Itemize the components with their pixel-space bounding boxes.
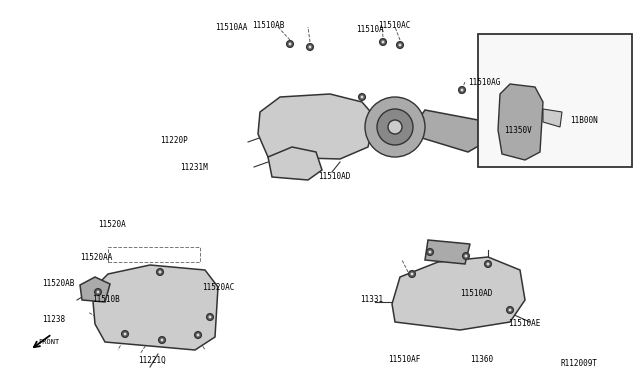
Circle shape — [207, 314, 214, 321]
Circle shape — [381, 40, 385, 44]
Circle shape — [464, 254, 468, 258]
Circle shape — [397, 42, 403, 48]
Circle shape — [398, 43, 402, 47]
Circle shape — [307, 44, 314, 51]
Circle shape — [458, 87, 465, 93]
Circle shape — [408, 270, 415, 278]
Text: 11231M: 11231M — [180, 163, 208, 171]
Text: 11331: 11331 — [360, 295, 383, 305]
Polygon shape — [425, 240, 470, 264]
Circle shape — [358, 93, 365, 100]
Text: 11510B: 11510B — [92, 295, 120, 305]
Circle shape — [428, 250, 432, 254]
Circle shape — [365, 97, 425, 157]
Bar — [478, 34, 632, 167]
Polygon shape — [92, 265, 218, 350]
Circle shape — [288, 42, 292, 46]
Circle shape — [360, 95, 364, 99]
Text: 11510AF: 11510AF — [388, 356, 420, 365]
Text: 11510A: 11510A — [356, 25, 384, 33]
Text: 11350V: 11350V — [504, 125, 532, 135]
Text: 11221Q: 11221Q — [138, 356, 166, 365]
Text: 11220P: 11220P — [160, 135, 188, 144]
Circle shape — [508, 308, 512, 312]
Polygon shape — [392, 257, 525, 330]
Circle shape — [123, 332, 127, 336]
Circle shape — [460, 88, 464, 92]
Text: FRONT: FRONT — [38, 339, 60, 345]
Circle shape — [380, 38, 387, 45]
Circle shape — [426, 248, 433, 256]
Text: 11238: 11238 — [42, 315, 65, 324]
Circle shape — [308, 45, 312, 49]
Circle shape — [484, 260, 492, 267]
Text: 11510AA: 11510AA — [215, 22, 248, 32]
Circle shape — [159, 337, 166, 343]
Circle shape — [388, 120, 402, 134]
Text: 11510AD: 11510AD — [318, 171, 350, 180]
Circle shape — [196, 333, 200, 337]
Circle shape — [486, 262, 490, 266]
Text: 11510AG: 11510AG — [468, 77, 500, 87]
Circle shape — [158, 270, 162, 274]
Text: 11520A: 11520A — [98, 219, 125, 228]
Polygon shape — [80, 277, 110, 302]
Text: 11510AE: 11510AE — [508, 320, 540, 328]
Text: 11510AB: 11510AB — [252, 20, 284, 29]
Polygon shape — [258, 94, 375, 159]
Circle shape — [463, 253, 470, 260]
Circle shape — [122, 330, 129, 337]
Circle shape — [208, 315, 212, 319]
Text: 11360: 11360 — [470, 356, 493, 365]
Polygon shape — [268, 147, 322, 180]
Polygon shape — [418, 110, 482, 152]
Circle shape — [157, 269, 163, 276]
Circle shape — [96, 290, 100, 294]
Text: 11520AC: 11520AC — [202, 283, 234, 292]
Text: 11510AC: 11510AC — [378, 20, 410, 29]
Text: 11510AD: 11510AD — [460, 289, 492, 298]
Text: 11520AB: 11520AB — [42, 279, 74, 289]
Circle shape — [506, 307, 513, 314]
Circle shape — [95, 289, 102, 295]
Circle shape — [287, 41, 294, 48]
Polygon shape — [498, 84, 543, 160]
Circle shape — [410, 272, 414, 276]
Text: 11B00N: 11B00N — [570, 115, 598, 125]
Circle shape — [377, 109, 413, 145]
Circle shape — [160, 338, 164, 342]
Polygon shape — [543, 109, 562, 127]
Text: 11520AA: 11520AA — [80, 253, 113, 262]
Circle shape — [195, 331, 202, 339]
Text: R112009T: R112009T — [561, 359, 598, 369]
